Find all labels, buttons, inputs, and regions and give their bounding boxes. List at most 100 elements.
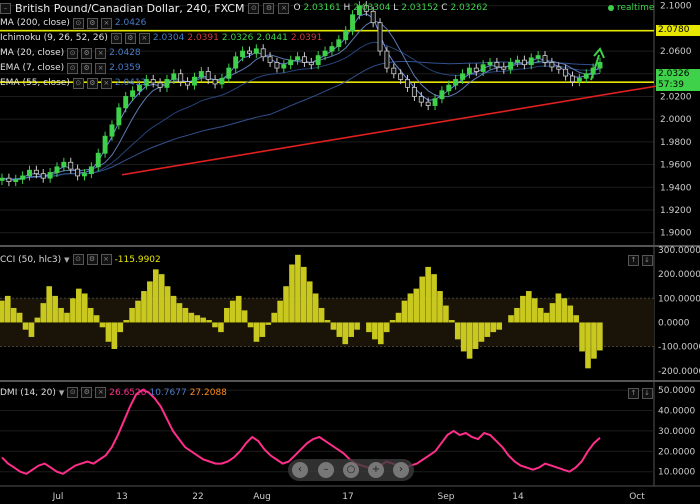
forward-icon[interactable]: › bbox=[393, 462, 409, 478]
indicator-hide-icon[interactable]: ⊙ bbox=[67, 48, 79, 59]
indicator-close-icon[interactable]: × bbox=[100, 18, 112, 29]
collapse-icon[interactable]: – bbox=[0, 2, 11, 14]
indicator-settings-icon[interactable]: ⚙ bbox=[81, 48, 93, 59]
indicator-hide-icon[interactable]: ⊙ bbox=[67, 63, 79, 74]
candle-body bbox=[27, 169, 32, 177]
cci-dropdown-icon[interactable]: ▼ bbox=[64, 255, 70, 264]
indicator-close-icon[interactable]: × bbox=[138, 33, 150, 44]
indicator-hide-icon[interactable]: ⊙ bbox=[72, 78, 84, 89]
cci-bar bbox=[490, 322, 497, 333]
dmi-up-icon[interactable]: ↑ bbox=[628, 388, 639, 399]
candle-body bbox=[308, 62, 314, 66]
cci-bar bbox=[81, 293, 88, 323]
cci-bar bbox=[449, 320, 455, 323]
cci-tick-label: 300.0000 bbox=[658, 246, 700, 256]
dmi-dropdown-icon[interactable]: ▼ bbox=[58, 388, 65, 397]
cci-legend: CCI (50, hlc3) ▼ ⊙ ⚙ × -115.9902 bbox=[0, 254, 161, 265]
cci-bar bbox=[289, 264, 295, 323]
cci-bar bbox=[301, 266, 307, 323]
candle-body bbox=[164, 79, 170, 88]
cci-hide-icon[interactable]: ⊙ bbox=[72, 254, 84, 265]
cci-bar bbox=[271, 312, 278, 323]
candle-body bbox=[295, 56, 301, 61]
cci-bar bbox=[87, 307, 94, 323]
low-label: L bbox=[393, 3, 399, 13]
indicator-name: EMA (7, close) bbox=[0, 63, 65, 73]
cci-bar bbox=[330, 322, 337, 330]
cci-up-icon[interactable]: ↑ bbox=[628, 255, 639, 266]
price-tag-countdown: 57:39 bbox=[656, 80, 700, 92]
cci-bar bbox=[111, 322, 118, 350]
candle-body bbox=[515, 59, 520, 63]
dmi-hide-icon[interactable]: ⊙ bbox=[67, 387, 79, 398]
indicator-close-icon[interactable]: × bbox=[95, 48, 107, 59]
candle-body bbox=[350, 14, 356, 32]
candle-body bbox=[150, 79, 156, 84]
price-tick-label: 2.0200 bbox=[660, 92, 692, 102]
cci-bar bbox=[265, 322, 272, 325]
dmi-tick-label: 20.0000 bbox=[658, 447, 695, 457]
indicator-value: 2.0359 bbox=[109, 63, 141, 73]
dmi-pane-controls[interactable]: ↑ ↓ bbox=[628, 388, 653, 399]
indicator-value: 2.0391 bbox=[187, 33, 219, 43]
indicator-settings-icon[interactable]: ⚙ bbox=[86, 18, 98, 29]
candle-body bbox=[466, 67, 472, 75]
cci-bar bbox=[123, 320, 130, 323]
cci-settings-icon[interactable]: ⚙ bbox=[86, 254, 98, 265]
cci-bar bbox=[212, 322, 218, 328]
up-arrow-head bbox=[593, 47, 605, 59]
cci-bar bbox=[170, 295, 177, 323]
close-icon[interactable]: × bbox=[278, 2, 290, 14]
hide-icon[interactable]: ⊙ bbox=[248, 2, 260, 14]
cci-pane-controls[interactable]: ↑ ↓ bbox=[628, 255, 653, 266]
cci-bar bbox=[253, 322, 260, 342]
indicator-close-icon[interactable]: × bbox=[100, 78, 112, 89]
candle-body bbox=[377, 22, 383, 52]
cci-close-icon[interactable]: × bbox=[100, 254, 112, 265]
indicator-close-icon[interactable]: × bbox=[95, 63, 107, 74]
indicator-value: 2.0441 bbox=[256, 33, 288, 43]
time-tick-label: Sep bbox=[438, 492, 455, 502]
indicator-value: 2.0426 bbox=[114, 18, 147, 28]
time-axis: Jul 13 22 Aug 17 Sep 14 Oct bbox=[0, 485, 700, 502]
symbol-title: British Pound/Canadian Dollar, 240, FXCM bbox=[15, 1, 245, 15]
price-tag-last: 2.0326 bbox=[656, 69, 700, 81]
dmi-close-icon[interactable]: × bbox=[95, 387, 107, 398]
dmi-pane: 50.0000 40.0000 30.0000 20.0000 10.0000 bbox=[0, 386, 695, 478]
cci-down-icon[interactable]: ↓ bbox=[641, 255, 653, 266]
candle-body bbox=[240, 50, 246, 58]
time-tick-label: 22 bbox=[192, 492, 203, 502]
indicator-settings-icon[interactable]: ⚙ bbox=[81, 63, 93, 74]
candle-body bbox=[0, 177, 5, 181]
moving-average-line bbox=[1, 13, 601, 181]
indicator-settings-icon[interactable]: ⚙ bbox=[86, 78, 98, 89]
cci-bar bbox=[306, 281, 313, 323]
indicator-name: Ichimoku (9, 26, 52, 26) bbox=[0, 33, 108, 43]
time-tick-label: Aug bbox=[253, 492, 271, 502]
cci-bar bbox=[22, 322, 29, 330]
high-label: H bbox=[343, 3, 351, 13]
indicator-value: 2.0326 bbox=[221, 33, 254, 43]
candle-body bbox=[82, 173, 87, 177]
zoom-out-icon[interactable]: – bbox=[318, 462, 334, 478]
cci-bar bbox=[158, 274, 165, 323]
candle-body bbox=[198, 71, 204, 78]
indicator-legend-row: EMA (7, close) ⊙ ⚙ × 2.0359 bbox=[0, 63, 141, 74]
indicator-hide-icon[interactable]: ⊙ bbox=[72, 18, 84, 29]
dmi-settings-icon[interactable]: ⚙ bbox=[81, 387, 93, 398]
settings-icon[interactable]: ⚙ bbox=[263, 2, 275, 14]
zoom-in-icon[interactable]: + bbox=[368, 462, 384, 478]
indicator-hide-icon[interactable]: ⊙ bbox=[110, 33, 122, 44]
cci-bar bbox=[443, 305, 449, 323]
chart-header: – British Pound/Canadian Dollar, 240, FX… bbox=[0, 1, 488, 15]
dmi-down-icon[interactable]: ↓ bbox=[641, 388, 653, 399]
indicator-value: 2.0428 bbox=[109, 48, 141, 58]
dmi-tick-label: 30.0000 bbox=[658, 427, 695, 437]
reset-icon[interactable]: ○ bbox=[343, 462, 359, 478]
cci-bar bbox=[4, 295, 11, 323]
rewind-icon[interactable]: ‹ bbox=[292, 462, 308, 478]
indicator-settings-icon[interactable]: ⚙ bbox=[124, 33, 136, 44]
candle-body bbox=[219, 77, 225, 85]
cci-bar bbox=[514, 307, 520, 323]
candle-body bbox=[301, 56, 307, 63]
